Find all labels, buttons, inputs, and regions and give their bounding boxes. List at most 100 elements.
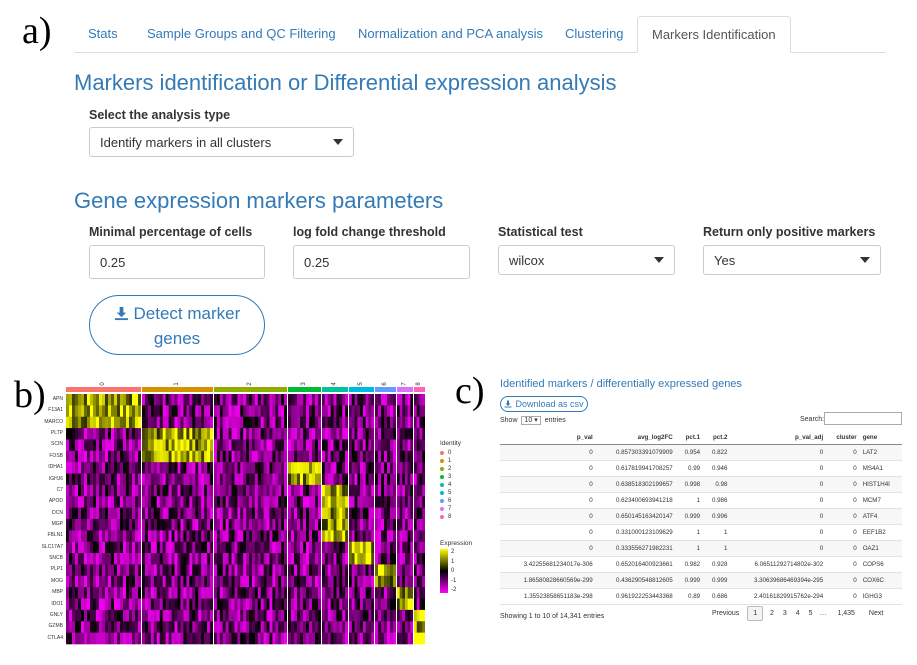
heatmap-cell (333, 530, 337, 543)
heatmap-cell (69, 450, 73, 463)
heatmap-cell (266, 405, 270, 418)
column-header[interactable]: cluster (826, 430, 860, 445)
analysis-type-select[interactable]: Identify markers in all clusters (89, 127, 354, 157)
heatmap-cell (105, 507, 109, 520)
heatmap-cell (153, 462, 158, 474)
heatmap-cell (266, 439, 270, 452)
pager-page-5[interactable]: 5 (808, 610, 813, 617)
heatmap-cell (315, 416, 319, 429)
heatmap-cell (142, 462, 146, 474)
heatmap-cell (407, 519, 411, 531)
heatmap-cell (225, 609, 229, 622)
detect-marker-genes-button[interactable]: Detect marker genes (89, 295, 265, 355)
heatmap-cell (198, 541, 202, 554)
pager-page-3[interactable]: 3 (782, 610, 787, 617)
column-header[interactable]: pct.1 (675, 430, 704, 445)
heatmap-cell (407, 609, 411, 622)
heatmap-cell (362, 632, 366, 645)
pager-page-1[interactable]: 1 (747, 606, 764, 621)
pager-next[interactable]: Next (868, 610, 884, 617)
heatmap-cell (189, 439, 193, 452)
heatmap-cell (294, 541, 298, 554)
tab-stats[interactable]: Stats (88, 26, 118, 41)
heatmap-cell (174, 598, 178, 611)
heatmap-cell (312, 587, 316, 599)
heatmap-cell (410, 609, 414, 622)
gene-label: SCIN (51, 441, 63, 448)
heatmap-cell (309, 507, 313, 520)
heatmap-cell (84, 496, 88, 508)
heatmap-cell (72, 519, 76, 531)
heatmap-cell (263, 609, 267, 622)
heatmap-cell (378, 405, 382, 418)
tab-clustering[interactable]: Clustering (565, 26, 624, 41)
heatmap-cell (246, 519, 250, 531)
pager-last-page[interactable]: 1,435 (837, 610, 855, 617)
heatmap-cell (281, 541, 285, 554)
tab-normalization-pca[interactable]: Normalization and PCA analysis (358, 26, 543, 41)
heatmap-cell (399, 575, 403, 588)
entries-select[interactable]: 10 ▾ (521, 416, 541, 425)
heatmap-cell (336, 507, 340, 520)
heatmap-cell (336, 462, 340, 474)
heatmap-cell (195, 587, 199, 599)
heatmap-cell (78, 439, 82, 452)
heatmap-cell (135, 439, 139, 452)
heatmap-cell (210, 473, 214, 486)
heatmap-cell (336, 496, 340, 508)
heatmap-cell (254, 394, 259, 406)
column-header[interactable]: avg_log2FC (595, 430, 676, 445)
heatmap-cell (204, 530, 208, 543)
heatmap-cell (306, 439, 310, 452)
heatmap-cell (138, 519, 142, 531)
column-header[interactable]: p_val (500, 430, 596, 445)
heatmap-cell (324, 519, 329, 531)
heatmap-cell (278, 609, 282, 622)
heatmap-cell (165, 428, 169, 440)
heatmap-cell (362, 405, 366, 418)
heatmap-cell (405, 484, 408, 497)
search-input[interactable] (824, 412, 902, 425)
heatmap-cell (306, 587, 310, 599)
tab-markers-identification[interactable]: Markers Identification (637, 16, 791, 53)
heatmap-cell (186, 621, 190, 633)
heatmap-cell (422, 484, 426, 497)
heatmap-cell (174, 496, 178, 508)
heatmap-cell (378, 496, 382, 508)
heatmap-cell (90, 609, 94, 622)
column-header[interactable]: p_val_adj (730, 430, 827, 445)
heatmap-cell (322, 507, 326, 520)
heatmap-cell (315, 473, 319, 486)
heatmap-cell (66, 575, 70, 588)
heatmap-cell (219, 462, 224, 474)
tab-sample-groups-qc[interactable]: Sample Groups and QC Filtering (147, 26, 336, 41)
heatmap-cell (159, 609, 164, 622)
heatmap-cell (75, 496, 79, 508)
heatmap-cell (147, 428, 152, 440)
heatmap-cell (416, 519, 420, 531)
heatmap-cell (165, 553, 169, 565)
heatmap-cell (278, 428, 282, 440)
heatmap-cell (192, 484, 196, 497)
logfc-input[interactable]: 0.25 (293, 245, 470, 279)
download-csv-button[interactable]: Download as csv (500, 396, 588, 412)
heatmap-cell (228, 496, 232, 508)
pager-page-4[interactable]: 4 (795, 610, 800, 617)
heatmap-cell (189, 428, 193, 440)
column-header[interactable]: pct.2 (703, 430, 731, 445)
pager-previous[interactable]: Previous (712, 610, 740, 617)
pager-page-2[interactable]: 2 (770, 610, 774, 617)
heatmap-cell (189, 473, 193, 486)
heatmap-cell (174, 541, 178, 554)
heatmap-cell (284, 462, 288, 474)
table-cell: 0.638518302199657 (595, 476, 676, 493)
heatmap-cell (90, 394, 94, 406)
column-header[interactable]: gene (859, 430, 902, 445)
heatmap-cell (312, 507, 316, 520)
positive-markers-select[interactable]: Yes (703, 245, 881, 275)
stat-test-select[interactable]: wilcox (498, 245, 675, 275)
min-pct-input[interactable]: 0.25 (89, 245, 265, 279)
heatmap-cell (132, 632, 136, 645)
heatmap-cell (405, 598, 408, 611)
heatmap-cell (126, 564, 130, 577)
